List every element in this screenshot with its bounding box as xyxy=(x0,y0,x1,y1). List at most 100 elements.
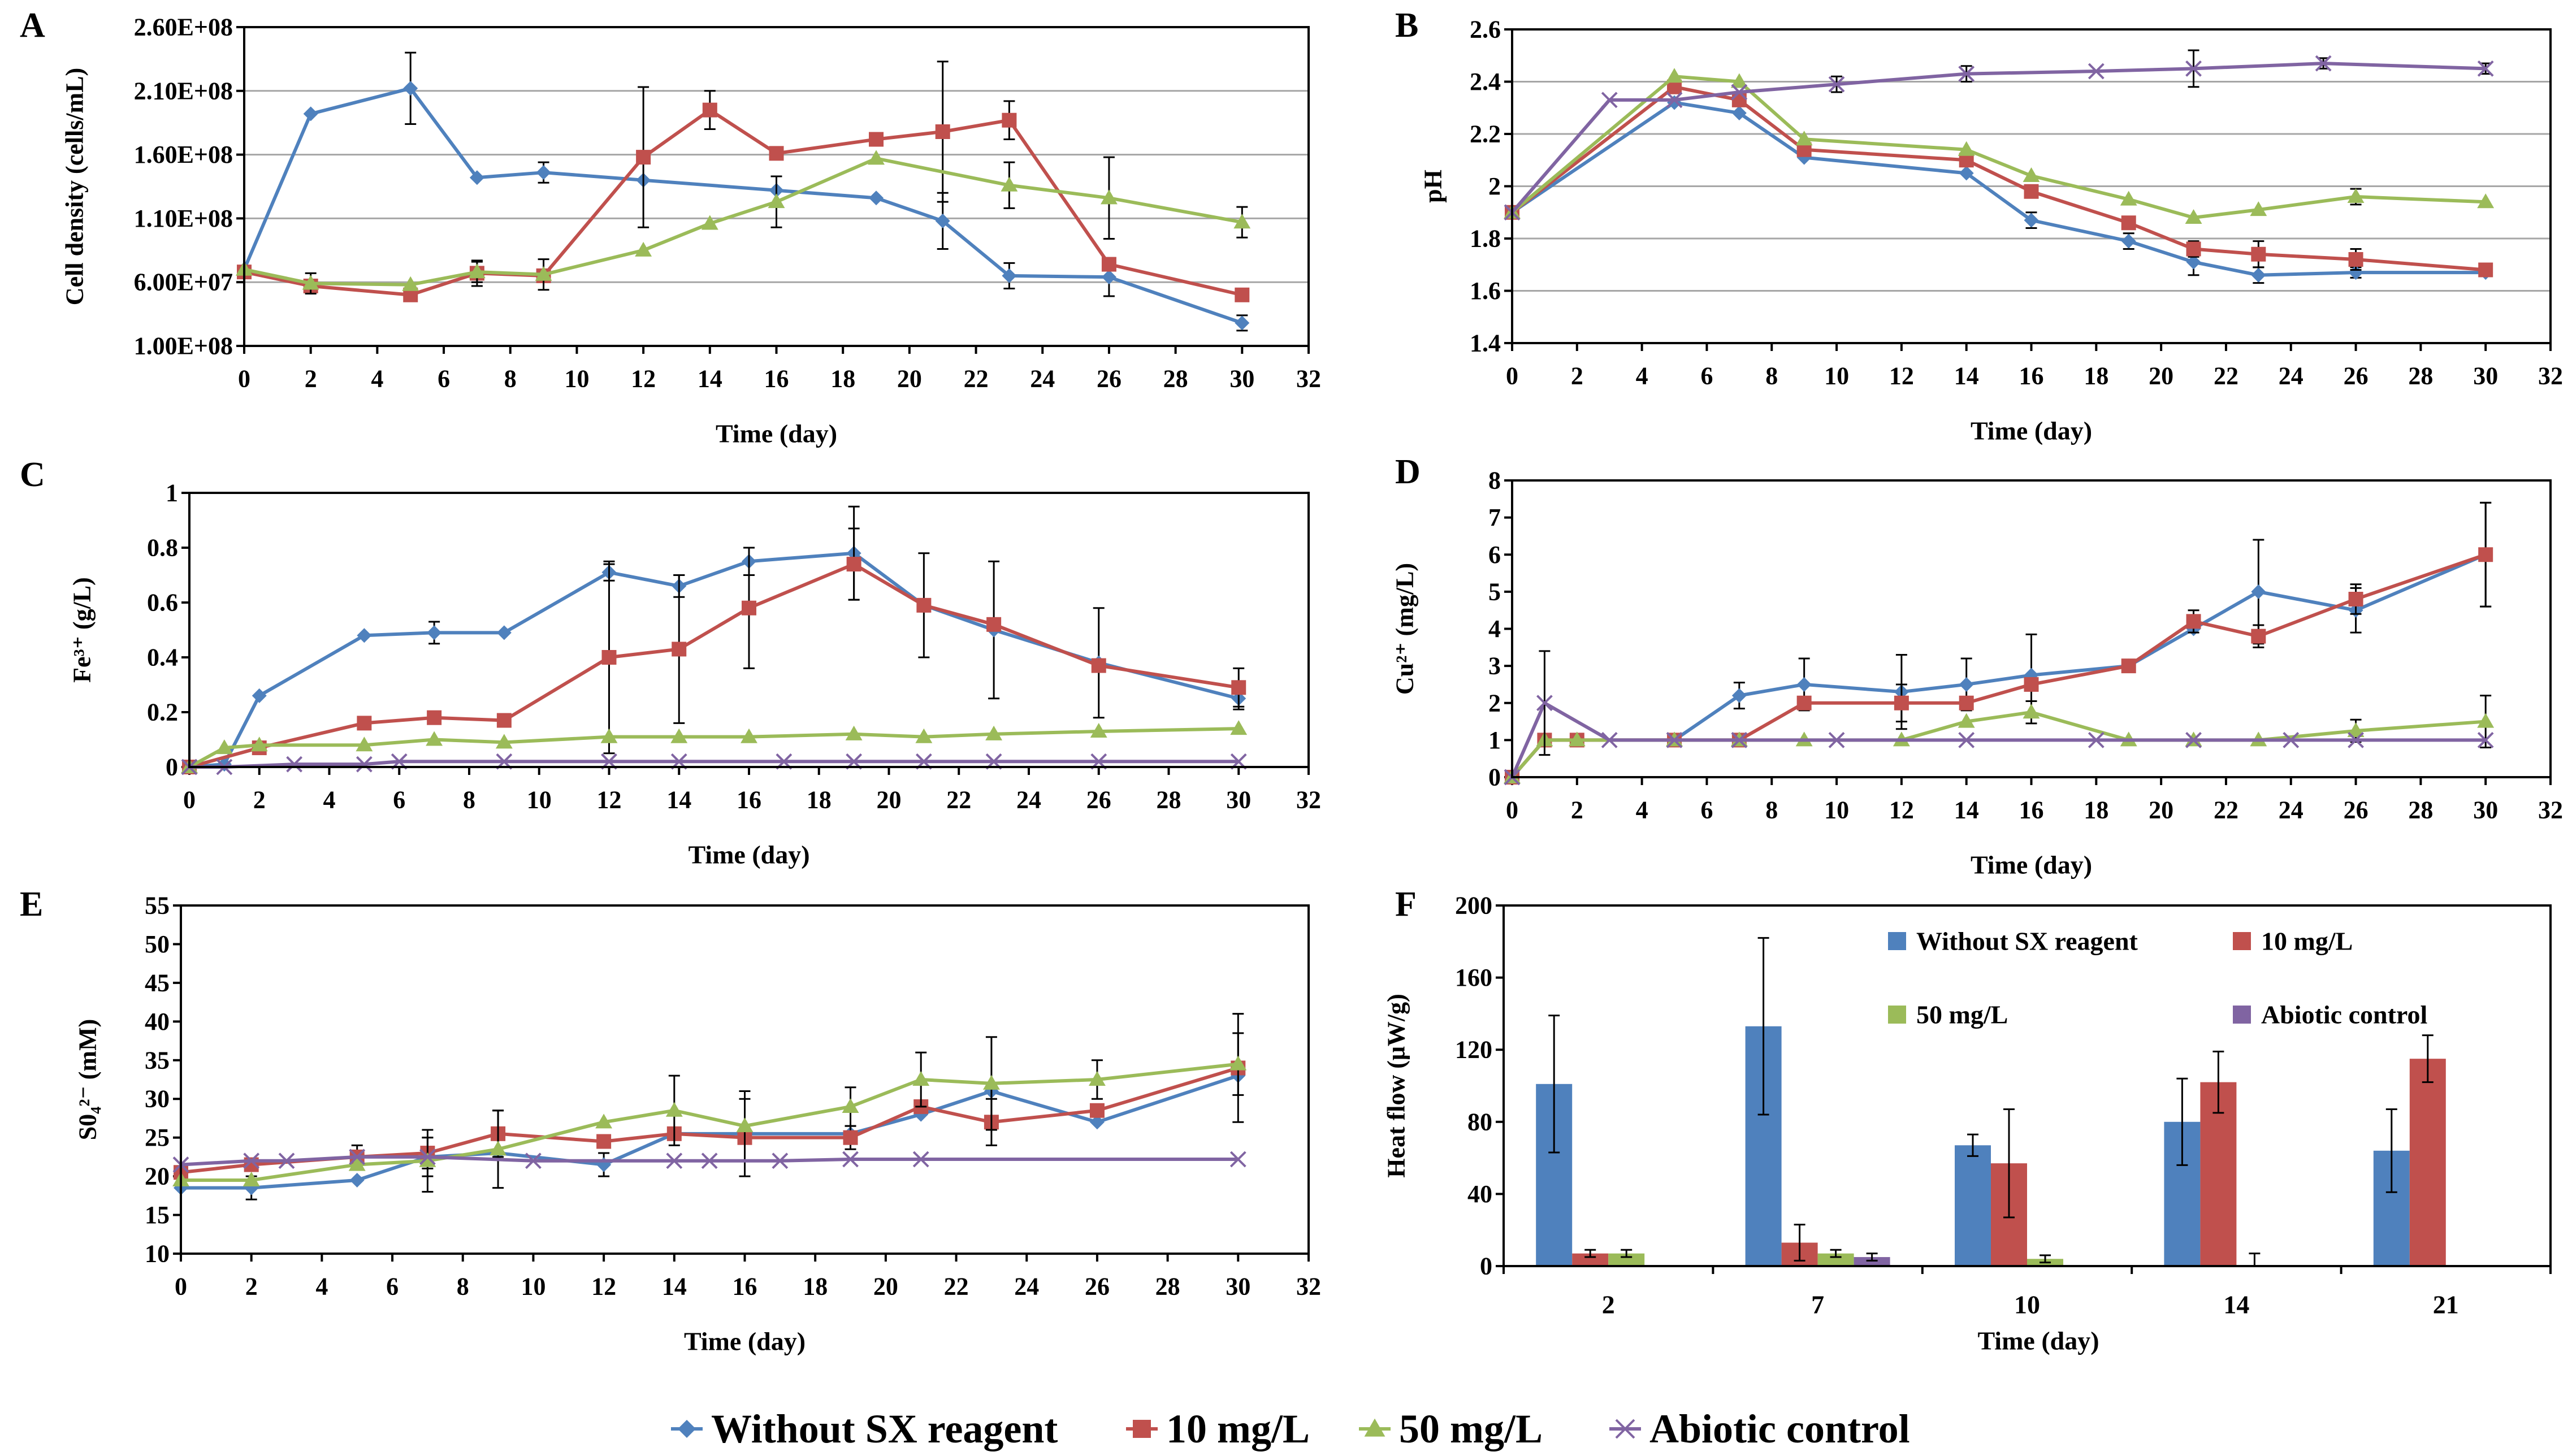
data-point-mg50 xyxy=(842,1098,859,1113)
legend-label: Abiotic control xyxy=(1649,1406,1910,1451)
data-point-mg10 xyxy=(1101,257,1116,272)
plot-area-border xyxy=(243,26,1310,347)
series-line-abiotic xyxy=(1510,701,2486,778)
y-tick-label: 120 xyxy=(1455,1036,1492,1064)
y-tick-label: 2.60E+08 xyxy=(134,14,233,41)
data-point-without_sx xyxy=(869,190,884,206)
x-tick-label: 28 xyxy=(2408,796,2433,824)
data-point-abiotic xyxy=(1229,1151,1246,1168)
data-point-without_sx xyxy=(1959,166,1974,181)
error-bar xyxy=(2040,1254,2051,1264)
data-point-abiotic-stroke xyxy=(772,1152,789,1169)
x-tick-label: 4 xyxy=(323,786,336,814)
series-line-mg10 xyxy=(1510,553,2487,778)
x-tick-label: 32 xyxy=(2538,796,2563,824)
x-tick-label: 4 xyxy=(1636,362,1648,390)
y-tick-label: 0.2 xyxy=(147,699,178,726)
y-tick-label: 1.8 xyxy=(1470,225,1501,253)
x-tick-label: 28 xyxy=(1155,1273,1180,1301)
y-tick-label: 20 xyxy=(145,1163,170,1190)
data-point-mg10 xyxy=(596,1134,612,1149)
bar-mg50 xyxy=(1817,1253,1854,1266)
series-line-abiotic xyxy=(189,760,1239,769)
data-point-mg10 xyxy=(672,642,687,657)
x-tick-label: 26 xyxy=(1085,1273,1110,1301)
data-point-abiotic-stroke xyxy=(2185,60,2202,77)
panel-label: E xyxy=(20,885,43,924)
panel-label: C xyxy=(20,456,45,494)
data-point-mg50 xyxy=(741,728,757,743)
data-point-abiotic xyxy=(2477,60,2494,77)
x-tick-label: 12 xyxy=(1889,362,1914,390)
x-tick-label: 10 xyxy=(1824,796,1849,824)
data-point-abiotic-stroke xyxy=(2348,731,2364,748)
data-point-mg50 xyxy=(250,736,268,752)
x-tick-label: 0 xyxy=(1506,796,1518,824)
bar-without_sx xyxy=(1955,1145,1991,1266)
y-tick-label: 8 xyxy=(1488,467,1501,495)
x-tick-label: 28 xyxy=(1163,365,1188,393)
legend-swatch-abiotic xyxy=(2233,1006,2251,1024)
data-point-abiotic-stroke xyxy=(1828,731,1845,748)
data-point-mg10 xyxy=(846,557,861,572)
data-point-mg10 xyxy=(916,597,932,613)
x-tick-label: 21 xyxy=(2433,1290,2459,1319)
data-point-mg50 xyxy=(495,734,513,749)
x-tick-label: 4 xyxy=(315,1273,328,1301)
panel-a: A 1.00E+08 6.00E+07 1.10E+08 1.60E+08 2.10E+0… xyxy=(20,6,1321,448)
legend-label: Without SX reagent xyxy=(711,1406,1058,1451)
data-point-mg10 xyxy=(769,146,784,161)
data-point-without_sx xyxy=(935,213,950,228)
data-point-mg10 xyxy=(2121,658,2136,674)
x-tick-label: 20 xyxy=(897,365,922,393)
x-tick-label: 0 xyxy=(175,1273,187,1301)
error-bar xyxy=(1830,1249,1842,1258)
data-point-abiotic xyxy=(278,1152,295,1169)
data-point-abiotic-stroke xyxy=(356,756,373,773)
data-point-mg10 xyxy=(843,1130,858,1145)
data-point-mg50 xyxy=(243,1172,260,1187)
y-axis-label: Fe³⁺ (g/L) xyxy=(68,577,96,683)
x-tick-label: 16 xyxy=(733,1273,757,1301)
x-tick-label: 10 xyxy=(564,365,589,393)
data-point-mg50 xyxy=(1568,731,1586,747)
data-point-abiotic xyxy=(525,1152,542,1169)
data-point-without_sx xyxy=(303,106,318,122)
x-tick-label: 22 xyxy=(946,786,971,814)
y-axis-label: Cu²⁺ (mg/L) xyxy=(1391,563,1419,695)
data-point-abiotic-stroke xyxy=(349,1149,366,1165)
plot-area-border xyxy=(1511,479,2552,778)
data-point-mg10 xyxy=(636,150,651,165)
legend-marker-abiotic-stroke xyxy=(1615,1419,1635,1439)
plot-area-border xyxy=(188,492,1310,768)
x-tick-label: 0 xyxy=(1506,362,1518,390)
data-point-abiotic xyxy=(2088,731,2105,748)
data-point-mg10 xyxy=(1796,695,1812,710)
data-point-abiotic-stroke xyxy=(2315,55,2332,72)
data-point-without_sx xyxy=(2251,584,2266,599)
x-tick-label: 2 xyxy=(1571,362,1583,390)
panel-f: F 0 40 80 120 160 200 Heat flow (μW/g) Time (day… xyxy=(1383,885,2552,1355)
x-axis-label: Time (day) xyxy=(1971,851,2092,879)
data-point-abiotic xyxy=(842,1151,859,1168)
x-tick-label: 22 xyxy=(944,1273,969,1301)
data-point-abiotic-stroke xyxy=(701,1152,718,1169)
x-tick-label: 32 xyxy=(2538,362,2563,390)
data-point-abiotic xyxy=(349,1149,366,1165)
x-axis-label: Time (day) xyxy=(1971,417,2092,445)
x-tick-label: 8 xyxy=(463,786,475,814)
data-point-abiotic-stroke xyxy=(1601,731,1618,748)
data-point-mg50 xyxy=(1100,189,1118,205)
y-tick-label: 6.00E+07 xyxy=(134,268,233,296)
x-tick-label: 22 xyxy=(2214,796,2238,824)
y-tick-label: 40 xyxy=(145,1008,170,1035)
legend-label: 10 mg/L xyxy=(1166,1406,1310,1451)
data-point-mg10 xyxy=(427,710,442,725)
legend-swatch-mg50 xyxy=(1888,1006,1906,1024)
data-point-without_sx xyxy=(1002,268,1017,283)
y-tick-label: 2 xyxy=(1488,172,1501,200)
data-point-abiotic-stroke xyxy=(286,756,303,773)
data-point-mg10 xyxy=(2024,184,2039,199)
data-point-mg10 xyxy=(869,132,884,147)
x-tick-label: 8 xyxy=(1765,362,1778,390)
